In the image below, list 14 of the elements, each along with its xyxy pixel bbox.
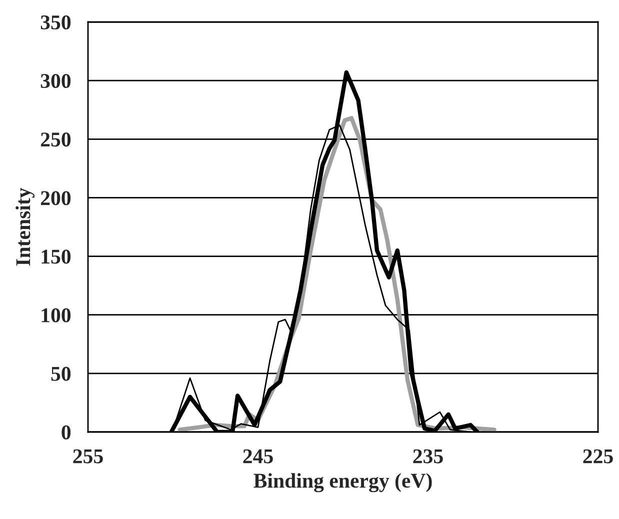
y-tick-label: 300 [40,74,71,88]
y-axis-title: Intensity [16,188,35,266]
x-tick-label: 225 [583,449,613,464]
y-tick-label: 50 [51,366,71,381]
x-tick-label: 235 [413,449,443,464]
y-tick-label: 100 [42,308,71,322]
x-tick-label: 255 [73,449,103,464]
x-axis-title: Binding energy (eV) [254,473,432,492]
y-tick-label: 200 [40,191,71,206]
y-tick-label: 250 [40,132,71,147]
x-tick-label: 245 [243,449,273,464]
y-tick-label: 350 [40,15,71,30]
y-tick-label: 150 [42,250,71,264]
y-tick-label: 0 [62,425,71,440]
